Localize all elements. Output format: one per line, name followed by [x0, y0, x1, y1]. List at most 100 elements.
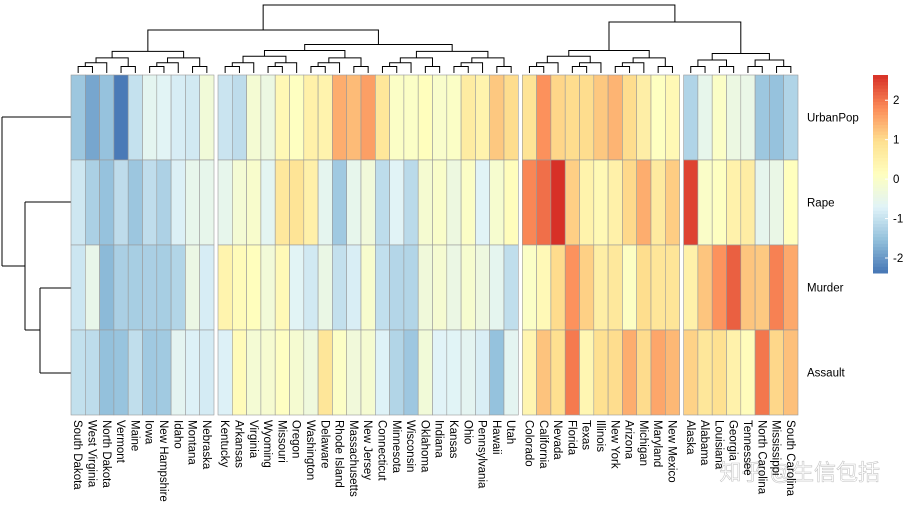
colorbar-segment — [873, 243, 888, 248]
column-label: Maryland — [651, 420, 663, 467]
dendrogram-branch — [317, 62, 341, 73]
column-label: Montana — [186, 420, 198, 465]
column-label: Pennsylvania — [476, 420, 488, 489]
heatmap-cell — [232, 74, 247, 161]
heatmap-cell — [489, 244, 505, 331]
heatmap-cell — [403, 244, 419, 331]
row-label: Murder — [807, 283, 844, 295]
heatmap-cell — [726, 74, 742, 161]
dendrogram-branch — [310, 66, 326, 73]
heatmap-cell — [726, 329, 742, 416]
dendrogram-branch — [776, 66, 792, 73]
column-label: Tennessee — [741, 420, 753, 476]
heatmap-cell — [99, 74, 115, 161]
heatmap-cell — [374, 329, 390, 416]
dendrogram-branch — [111, 50, 185, 58]
heatmap-cell — [317, 74, 333, 161]
heatmap-cell — [246, 329, 262, 416]
heatmap-cell — [607, 244, 623, 331]
heatmap-cell — [650, 244, 666, 331]
heatmap-cell — [564, 74, 580, 161]
column-label: New Mexico — [665, 420, 677, 483]
heatmap-cell — [346, 74, 362, 161]
heatmap-cell — [432, 329, 448, 416]
heatmap-cell — [536, 244, 552, 331]
heatmap-cell — [232, 159, 247, 246]
dendrogram-branch — [77, 66, 93, 73]
dendrogram-branch — [167, 57, 201, 67]
heatmap-cell — [622, 159, 638, 246]
heatmap-cell — [636, 74, 652, 161]
heatmap-cell — [711, 244, 727, 331]
heatmap-cell — [475, 244, 490, 331]
heatmap-cell — [593, 159, 609, 246]
heatmap-cell — [593, 329, 609, 416]
dendrogram-branch — [697, 59, 727, 67]
colorbar-segment — [873, 240, 888, 244]
heatmap-cell — [389, 159, 405, 246]
column-label: South Dakota — [71, 420, 83, 490]
colorbar-segment — [873, 98, 888, 102]
heatmap-cell — [521, 244, 537, 331]
heatmap-cell — [246, 74, 262, 161]
colorbar-tick-label: 0 — [893, 174, 899, 186]
colorbar-segment — [873, 137, 888, 142]
colorbar-segment — [873, 174, 888, 178]
heatmap-cell — [740, 159, 756, 246]
column-label: Kansas — [447, 420, 459, 459]
heatmap-cell — [303, 74, 319, 161]
heatmap-cell — [170, 244, 186, 331]
column-label: Minnesota — [390, 420, 402, 474]
heatmap-cell — [711, 329, 727, 416]
heatmap-cell — [289, 329, 305, 416]
heatmap-cell — [740, 329, 756, 416]
heatmap-cell — [170, 329, 186, 416]
column-label: Alabama — [698, 420, 710, 466]
dendrogram-branch — [460, 62, 484, 73]
heatmap-cell — [650, 329, 666, 416]
heatmap-cell — [636, 329, 652, 416]
heatmap-cell — [142, 244, 158, 331]
column-label: Colorado — [522, 420, 534, 467]
heatmap-cell — [550, 159, 566, 246]
heatmap-cell — [403, 329, 419, 416]
heatmap-cell — [460, 244, 476, 331]
heatmap-cell — [85, 244, 100, 331]
colorbar-segment — [873, 91, 888, 96]
heatmap-cell — [246, 244, 262, 331]
heatmap-cell — [622, 74, 638, 161]
heatmap-cell — [185, 244, 200, 331]
dendrogram-branch — [415, 50, 489, 58]
colorbar-segment — [873, 213, 888, 218]
heatmap-cell — [503, 159, 519, 246]
heatmap-cell — [417, 244, 433, 331]
dendrogram-branch — [690, 66, 706, 73]
heatmap-cell — [417, 329, 433, 416]
heatmap-cell — [303, 244, 319, 331]
heatmap-cell — [740, 244, 756, 331]
heatmap-cell — [185, 74, 200, 161]
dendrogram-branch — [192, 66, 208, 73]
heatmap-cell — [127, 329, 143, 416]
heatmap-cell — [70, 159, 86, 246]
heatmap-cell — [475, 159, 490, 246]
heatmap-cell — [664, 244, 680, 331]
heatmap-cell — [769, 74, 785, 161]
colorbar-segment — [873, 167, 888, 172]
row-label: UrbanPop — [807, 113, 859, 125]
heatmap-cell — [593, 74, 609, 161]
heatmap-cell — [217, 329, 233, 416]
column-label: Oklahoma — [418, 420, 430, 473]
heatmap-cell — [170, 74, 186, 161]
heatmap-cell — [446, 74, 462, 161]
heatmap-cell — [740, 74, 756, 161]
heatmap-cell — [754, 329, 770, 416]
column-label: Georgia — [727, 420, 739, 462]
heatmap-cell — [417, 74, 433, 161]
dendrogram-branch — [389, 62, 412, 73]
dendrogram-branch — [224, 66, 240, 73]
column-label: New Hampshire — [157, 420, 169, 502]
heatmap-cell — [697, 329, 713, 416]
heatmap-cell — [289, 159, 305, 246]
heatmap-cell — [579, 244, 595, 331]
